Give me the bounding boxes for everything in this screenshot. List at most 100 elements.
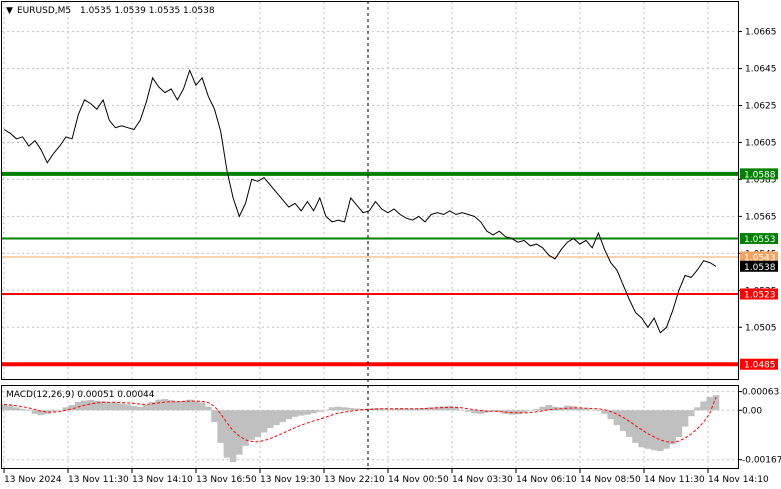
- level-tag-1.0553: [740, 233, 778, 245]
- y-tick-label: 1.0645: [745, 65, 777, 75]
- macd-histogram-bar: [273, 410, 280, 426]
- macd-signal-group: [3, 397, 717, 443]
- macd-histogram-bar: [56, 409, 64, 411]
- macd-histogram-bar: [322, 409, 330, 411]
- x-tick-label: 13 Nov 19:30: [260, 475, 321, 485]
- level-tag-text: 1.0553: [744, 235, 776, 245]
- macd-histogram-bar: [130, 405, 138, 411]
- macd-histogram-bar: [378, 408, 385, 411]
- macd-histogram-bar: [174, 401, 181, 411]
- level-tag-text: 1.0485: [744, 361, 776, 371]
- x-tick-label: 13 Nov 2024: [4, 475, 62, 485]
- macd-histogram-bar: [198, 402, 206, 411]
- level-tag-text: 1.0538: [744, 263, 776, 273]
- level-tag-1.0588: [740, 168, 778, 180]
- macd-histogram-bar: [564, 405, 571, 411]
- macd-histogram-bar: [217, 410, 224, 443]
- macd-histogram-bar: [347, 407, 355, 411]
- macd-histogram-bar: [242, 410, 249, 446]
- macd-histogram-bar: [266, 410, 274, 429]
- price-line: [3, 68, 717, 334]
- macd-histogram-bar: [297, 410, 305, 416]
- macd-histogram-bar: [619, 410, 627, 431]
- chart-ohlc: 1.0535 1.0539 1.0535 1.0538: [80, 6, 215, 16]
- macd-histogram-bar: [588, 409, 596, 411]
- x-tick-label: 13 Nov 22:10: [324, 475, 385, 485]
- x-tick-label: 14 Nov 11:30: [644, 475, 705, 485]
- macd-histogram-bar: [570, 406, 577, 411]
- x-tick-label: 14 Nov 14:10: [708, 475, 769, 485]
- macd-histogram-bar: [613, 410, 621, 426]
- macd-histogram-bar: [118, 403, 125, 411]
- x-tick-label: 14 Nov 03:30: [452, 475, 513, 485]
- macd-histogram-bar: [644, 410, 652, 449]
- macd-histogram-bar: [205, 406, 212, 411]
- x-tick-label: 13 Nov 14:10: [132, 475, 193, 485]
- macd-histogram-bar: [37, 410, 45, 416]
- macd-histogram-bar: [458, 409, 466, 411]
- macd-histogram-bar: [93, 400, 101, 411]
- symbol-dropdown-icon[interactable]: ▼: [6, 6, 13, 16]
- macd-histogram-bar: [19, 408, 26, 411]
- macd-histogram-bar: [421, 407, 429, 411]
- time-axis: 13 Nov 2024 13 Nov 11:30 13 Nov 14:10 13 No…: [3, 469, 769, 485]
- macd-histogram-bar: [328, 407, 336, 411]
- macd-histogram-bar: [6, 405, 14, 411]
- macd-signal-line: [3, 397, 717, 443]
- macd-histogram-bar: [304, 410, 311, 415]
- macd-histogram-bar: [235, 410, 243, 455]
- macd-axis: 0.00063 0.00 -0.00167: [738, 388, 781, 466]
- macd-histogram-bar: [403, 408, 410, 411]
- macd-histogram-bar: [229, 410, 237, 463]
- level-tag-text: 1.0543: [744, 254, 776, 264]
- macd-histogram-bar: [675, 410, 683, 437]
- macd-histogram-bar: [149, 401, 156, 411]
- x-tick-label: 13 Nov 11:30: [68, 475, 129, 485]
- level-tag-1.0485: [740, 358, 778, 370]
- macd-histogram-bar: [465, 410, 472, 412]
- macd-histogram-bar: [279, 410, 286, 423]
- macd-histogram-bar: [248, 410, 255, 440]
- macd-histogram-bar: [161, 399, 169, 411]
- macd-histogram-bar: [446, 406, 454, 411]
- macd-histogram-bar: [291, 410, 299, 417]
- level-tag-1.0538: [740, 260, 778, 272]
- macd-histogram-bar: [576, 407, 584, 411]
- level-tag-1.0523: [740, 288, 778, 300]
- y-tick-label: 1.0565: [745, 212, 777, 222]
- macd-histogram-bar: [0, 404, 8, 411]
- macd-histogram-bar: [539, 406, 546, 411]
- price-pane-frame: [1, 1, 739, 380]
- macd-histogram-bar: [415, 408, 423, 411]
- macd-histogram-bar: [496, 410, 503, 413]
- level-tag-text: 1.0588: [744, 170, 776, 180]
- macd-histogram-bar: [155, 399, 163, 411]
- macd-histogram-bar: [124, 404, 132, 411]
- macd-histogram-bar: [489, 410, 497, 412]
- x-tick-label: 14 Nov 06:10: [516, 475, 577, 485]
- macd-histogram-bar: [260, 410, 268, 433]
- x-tick-label: 14 Nov 08:50: [580, 475, 641, 485]
- y-tick-label: 1.0625: [745, 101, 777, 111]
- macd-histogram-bar: [526, 410, 534, 411]
- macd-histogram-bar: [285, 410, 293, 420]
- y-tick-label: 1.0665: [745, 28, 777, 38]
- y-tick-label: 1.0605: [745, 138, 777, 148]
- macd-histogram-bar: [112, 402, 119, 411]
- macd-histogram-bar: [143, 404, 150, 411]
- price-levels[interactable]: [2, 171, 738, 367]
- macd-histogram-bar: [700, 401, 707, 411]
- macd-histogram-bar: [365, 408, 373, 411]
- price-line-group: [3, 68, 717, 334]
- chart-symbol: EURUSD,M5: [17, 6, 71, 16]
- macd-histogram-bar: [656, 410, 664, 452]
- macd-histogram-bar: [551, 406, 559, 411]
- macd-histogram-bar: [50, 410, 57, 412]
- macd-histogram-bar: [533, 409, 540, 411]
- macd-histogram-bar: [545, 404, 553, 411]
- macd-histogram-bar: [316, 410, 324, 412]
- macd-histogram-bar: [254, 410, 262, 437]
- macd-histogram-bar: [136, 406, 144, 411]
